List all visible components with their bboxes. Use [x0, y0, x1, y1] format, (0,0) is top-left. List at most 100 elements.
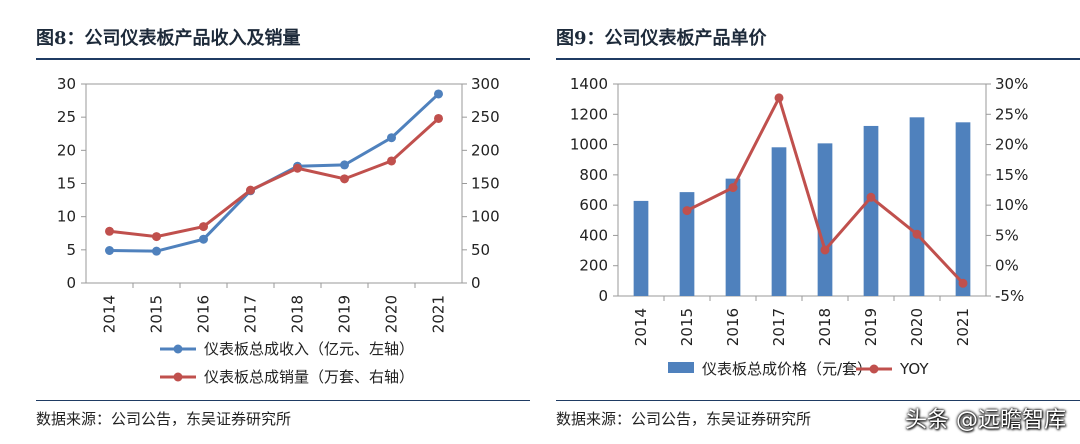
x-tick-label: 2014: [101, 295, 119, 333]
series-0-point-2016: [199, 234, 208, 244]
legend-swatch-marker-1: [869, 364, 879, 374]
series-1-point-2017: [774, 93, 784, 103]
series-0-point-2021: [434, 89, 443, 99]
series-1-point-2014: [105, 226, 114, 236]
y-right-tick-label: 0: [471, 274, 481, 292]
figure-8-title: 图8：公司仪表板产品收入及销量: [36, 28, 301, 49]
y-left-tick-label: 0: [598, 287, 608, 305]
x-tick-label: 2019: [862, 308, 880, 346]
series-0-point-2020: [387, 133, 396, 143]
y-left-tick-label: 20: [57, 141, 76, 159]
series-1-point-2021: [958, 278, 968, 288]
y-right-tick-label: 150: [471, 175, 500, 193]
x-tick-label: 2018: [816, 308, 834, 346]
figure-9-chart: 0 200 400 600 800 1000 1200 1400 -5% 0% 5% 10% 15% 20…: [570, 75, 1029, 378]
y-left-tick-label: 25: [57, 108, 76, 126]
y-left-tick-label: 1400: [570, 75, 608, 93]
series-1-point-2015: [152, 232, 161, 242]
legend-swatch-marker-0: [173, 344, 183, 354]
y-left-tick-label: 1200: [570, 105, 608, 123]
watermark: 头条 @远瞻智库: [905, 408, 1066, 433]
figure-9-source: 数据来源：公司公告，东吴证券研究所: [556, 410, 812, 428]
figure-8-top-rule: [36, 58, 530, 60]
figure-8-panel: 图8：公司仪表板产品收入及销量 0 5 10 15 20 25 30 0 50 100 150 200…: [0, 0, 530, 444]
y-left-tick-label: 200: [579, 257, 608, 275]
y-right-tick-label: 30%: [995, 75, 1028, 93]
series-0-bar-2020: [909, 117, 925, 296]
series-0-point-2019: [340, 160, 349, 170]
legend-swatch-marker-1: [173, 372, 183, 382]
plot-area: [85, 83, 463, 284]
y-right-tick-label: 15%: [995, 166, 1028, 184]
series-0-bar-2021: [955, 122, 971, 296]
y-left-tick-label: 400: [579, 226, 608, 244]
x-tick-label: 2020: [908, 308, 926, 346]
y-right-tick-label: -5%: [995, 287, 1024, 305]
legend-label-0: 仪表板总成收入（亿元、左轴）: [204, 340, 414, 358]
figure-8-source: 数据来源：公司公告，东吴证券研究所: [36, 410, 292, 428]
y-left-tick-label: 0: [66, 274, 76, 292]
figure-8-bottom-rule: [36, 400, 530, 401]
y-right-tick-label: 50: [471, 241, 490, 259]
y-left-tick-label: 600: [579, 196, 608, 214]
x-tick-label: 2015: [148, 295, 166, 333]
series-0-bar-2016: [725, 178, 741, 296]
y-right-tick-label: 250: [471, 108, 500, 126]
figure-9-panel: 图9：公司仪表板产品单价 0 200 400 600 800 1000 1200 1400 -5…: [548, 0, 1080, 444]
series-1-point-2018: [293, 163, 302, 173]
x-tick-label: 2017: [770, 308, 788, 346]
x-tick-label: 2021: [954, 308, 972, 346]
x-tick-label: 2016: [724, 308, 742, 346]
y-right-tick-label: 300: [471, 75, 500, 93]
series-0-bar-2019: [863, 125, 879, 297]
y-right-tick-label: 25%: [995, 105, 1028, 123]
x-tick-label: 2021: [430, 295, 448, 333]
figure-9-title: 图9：公司仪表板产品单价: [556, 28, 767, 49]
y-right-tick-label: 200: [471, 141, 500, 159]
series-0-point-2015: [152, 246, 161, 256]
x-tick-label: 2018: [289, 295, 307, 333]
series-1-point-2017: [246, 185, 255, 195]
y-left-tick-label: 10: [57, 208, 76, 226]
y-right-tick-label: 10%: [995, 196, 1028, 214]
series-0-point-2014: [105, 245, 114, 255]
series-0-bar-2014: [633, 200, 649, 296]
x-tick-label: 2019: [336, 295, 354, 333]
series-1-point-2021: [434, 113, 443, 123]
series-1-point-2018: [820, 245, 830, 255]
series-1-point-2015: [682, 206, 692, 216]
series-1-point-2020: [912, 229, 922, 239]
y-right-tick-label: 0%: [995, 257, 1019, 275]
y-right-tick-label: 100: [471, 208, 500, 226]
series-0-line: [109, 92, 440, 253]
y-left-tick-label: 800: [579, 166, 608, 184]
plot-area: [617, 83, 987, 297]
y-left-tick-label: 30: [57, 75, 76, 93]
series-1-point-2020: [387, 156, 396, 166]
figure-9-bottom-rule: [556, 400, 1080, 401]
series-1-line: [109, 117, 440, 239]
x-tick-label: 2016: [195, 295, 213, 333]
series-1-point-2019: [340, 174, 349, 184]
figure-9-top-rule: [556, 58, 1080, 60]
series-1-point-2016: [728, 183, 738, 193]
x-tick-label: 2015: [678, 308, 696, 346]
legend-swatch-0: [668, 362, 694, 373]
y-left-tick-label: 5: [66, 241, 76, 259]
y-left-tick-label: 15: [57, 175, 76, 193]
x-tick-label: 2017: [242, 295, 260, 333]
y-right-tick-label: 20%: [995, 136, 1028, 154]
series-1-point-2019: [866, 192, 876, 202]
y-right-tick-label: 5%: [995, 226, 1019, 244]
series-1-point-2016: [199, 222, 208, 232]
series-0-bar-2017: [771, 147, 787, 296]
series-0-bar-2015: [679, 192, 695, 296]
legend-label-0: 仪表板总成价格（元/套）: [702, 360, 872, 378]
x-tick-label: 2020: [383, 295, 401, 333]
legend-label-1: 仪表板总成销量（万套、右轴）: [204, 368, 414, 386]
x-tick-label: 2014: [632, 308, 650, 346]
legend-label-1: YOY: [899, 360, 929, 378]
series-0-bar-2018: [817, 143, 833, 296]
y-left-tick-label: 1000: [570, 136, 608, 154]
